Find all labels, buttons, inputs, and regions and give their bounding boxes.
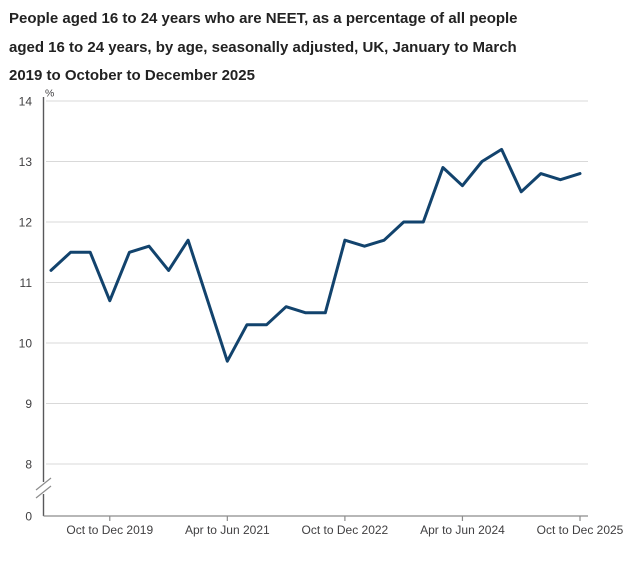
unit-label: %	[45, 88, 54, 100]
y-tick-label: 8	[25, 458, 32, 472]
y-tick-label: 13	[19, 155, 33, 169]
y-tick-label: 11	[20, 276, 33, 290]
x-tick-label: Oct to Dec 2025	[537, 523, 624, 537]
y-tick-label: 12	[19, 216, 33, 230]
chart-title: People aged 16 to 24 years who are NEET,…	[9, 10, 518, 84]
data-line-neet-16-24	[49, 147, 582, 363]
axis-break-icon	[35, 485, 52, 499]
x-tick-label: Oct to Dec 2022	[302, 523, 389, 537]
y-zero-label: 0	[25, 510, 32, 524]
x-tick-label: Oct to Dec 2019	[66, 523, 153, 537]
x-tick-label: Apr to Jun 2021	[185, 523, 270, 537]
y-tick-label: 14	[19, 95, 33, 109]
axis-break-icon	[35, 477, 52, 491]
y-tick-label: 9	[25, 397, 32, 411]
y-tick-label: 10	[19, 337, 33, 351]
x-tick-label: Apr to Jun 2024	[420, 523, 505, 537]
axis-break-gap	[40, 482, 47, 494]
